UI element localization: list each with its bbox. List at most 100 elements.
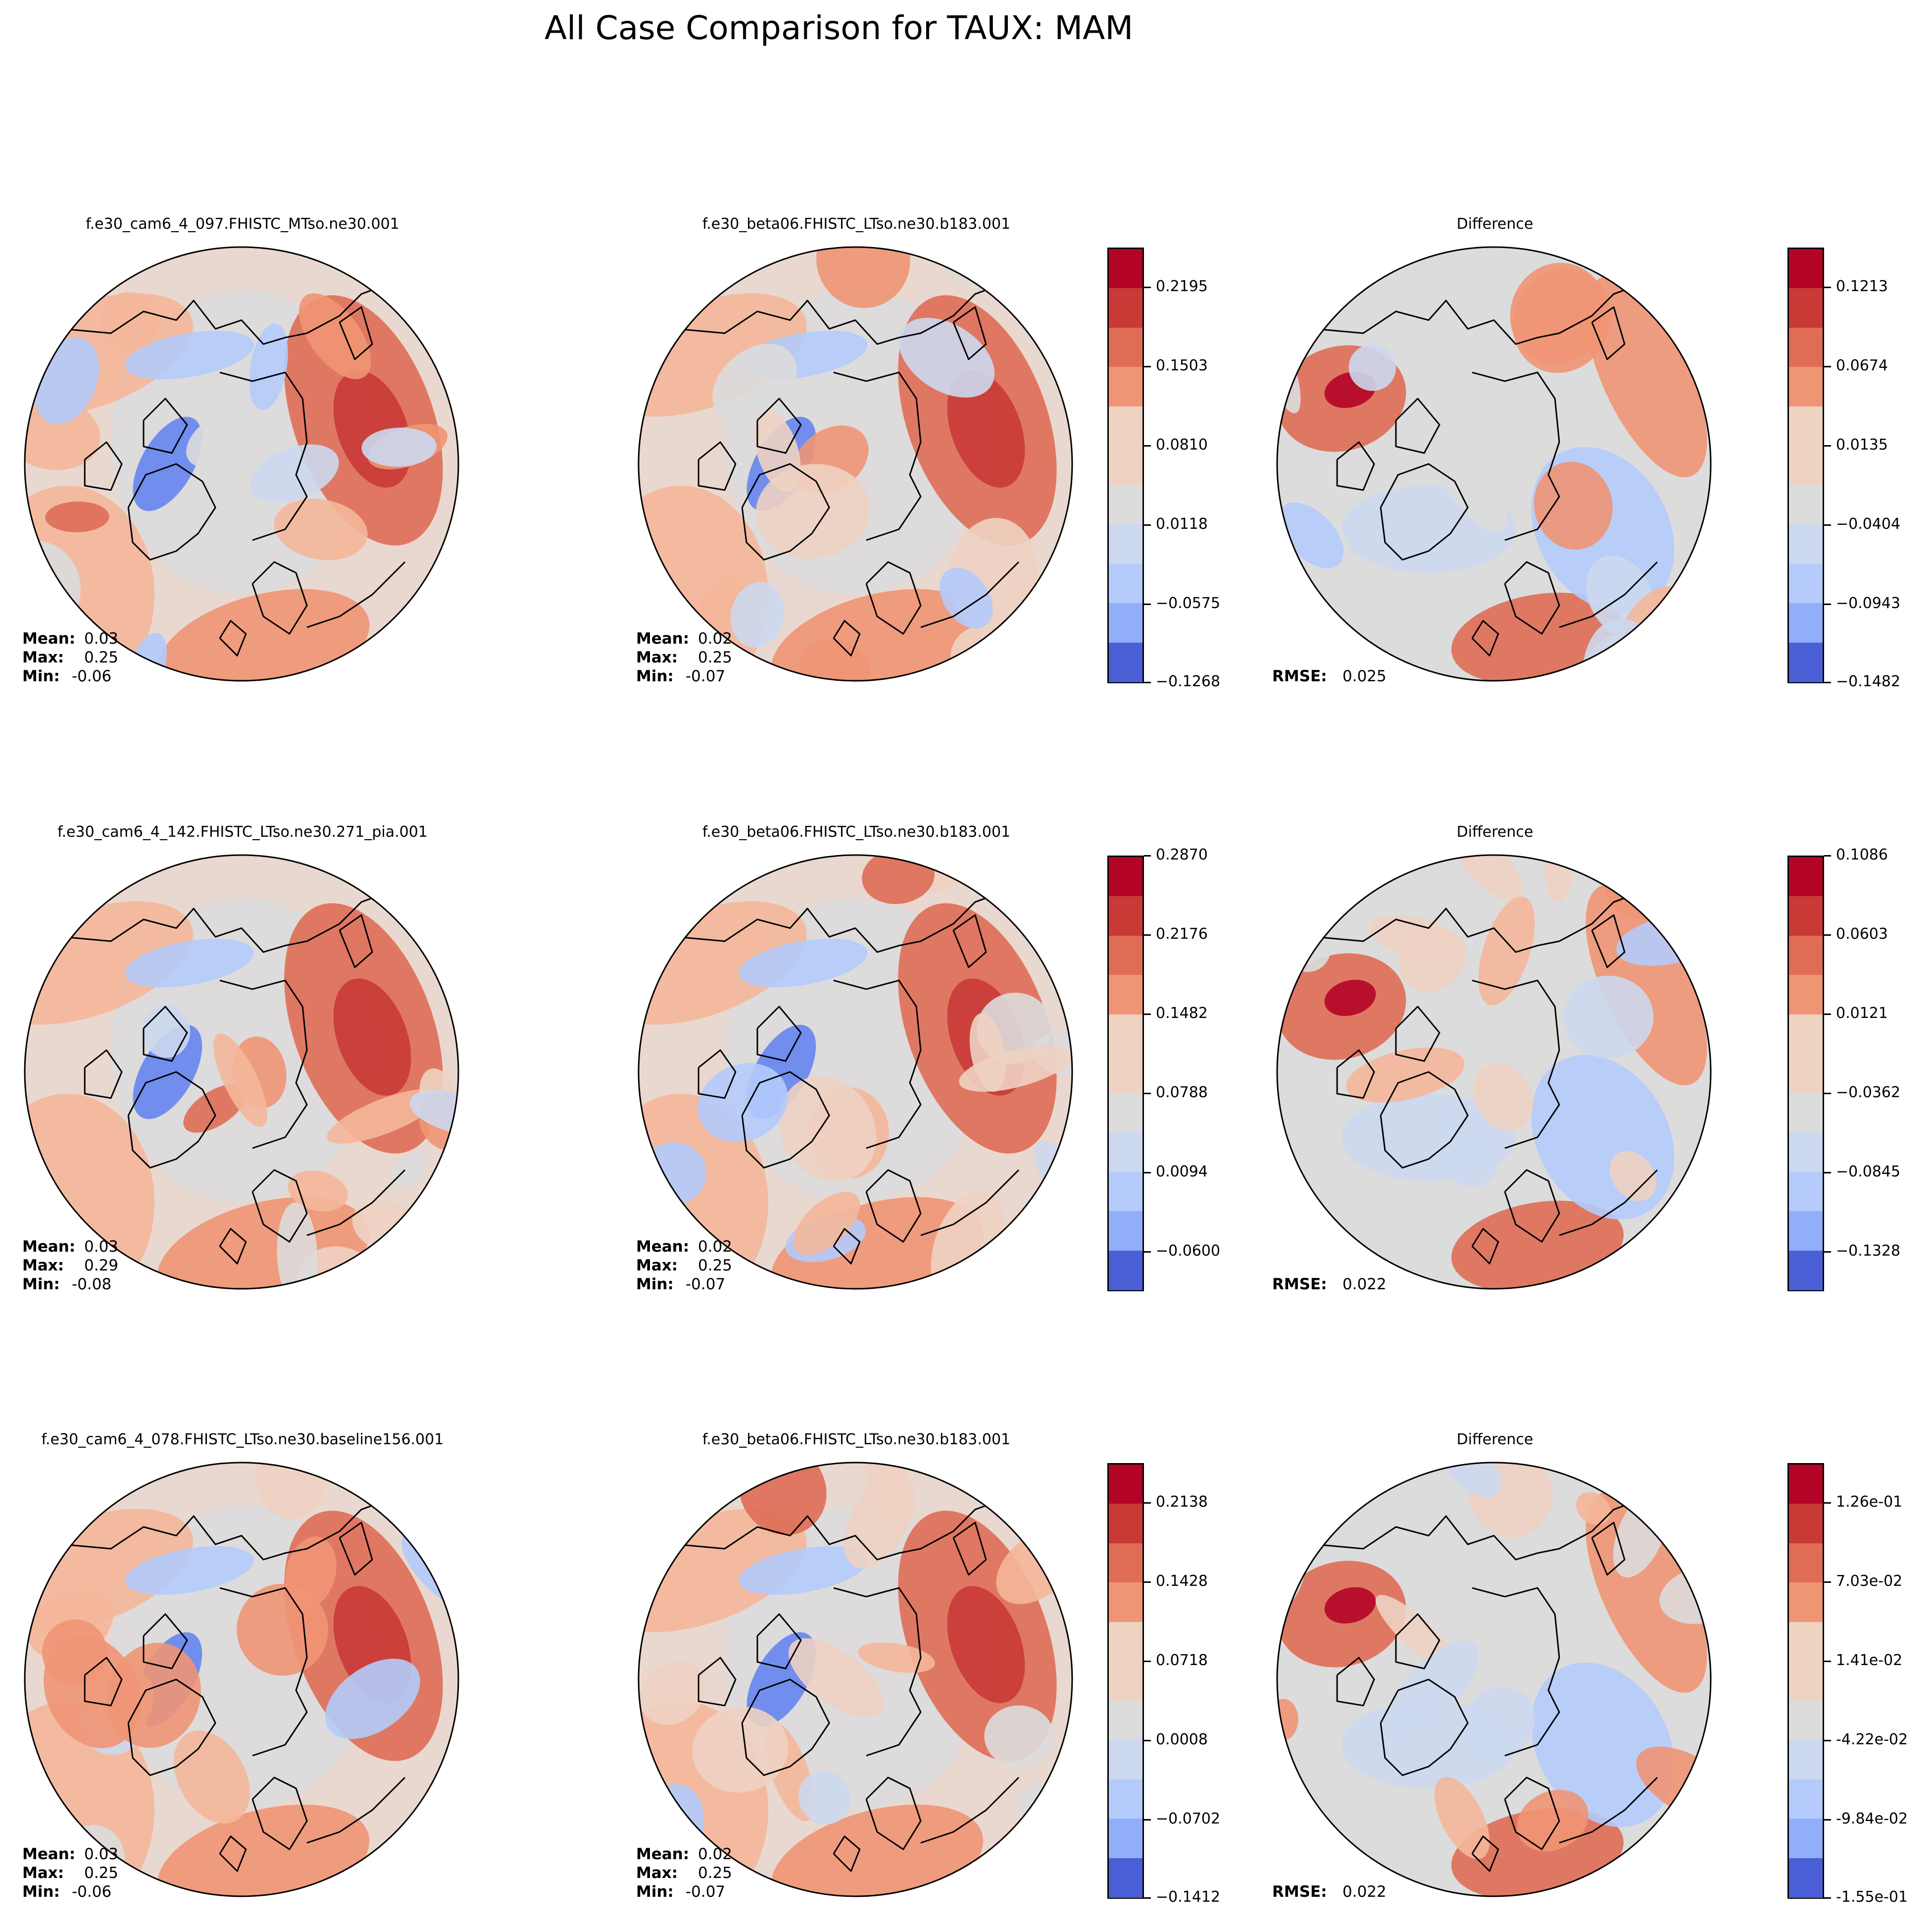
colorbar-segment: [1109, 1582, 1142, 1622]
map-panel: Difference RMSE: 0.022: [1267, 1431, 1713, 1926]
stat-label: Max:: [22, 649, 64, 666]
colorbar-segment: [1789, 524, 1823, 564]
colorbar-segment: [1109, 975, 1142, 1015]
tick-label: 0.0135: [1836, 436, 1888, 454]
stat-label: Max:: [636, 1257, 678, 1274]
colorbar-segment: [1789, 1661, 1823, 1701]
colorbar-segment: [1789, 603, 1823, 643]
colorbar-segment: [1109, 1171, 1142, 1212]
colorbar-segment: [1789, 1740, 1823, 1780]
colorbar-segment: [1109, 406, 1142, 447]
tick-mark: [1144, 445, 1151, 447]
stat-value: -0.07: [686, 667, 726, 685]
stat-value: 0.03: [84, 1238, 119, 1256]
panel-stats: RMSE: 0.022: [1272, 1275, 1387, 1294]
tick-mark: [1824, 1502, 1831, 1504]
stat-value: 0.25: [84, 649, 119, 666]
colorbar: [1107, 1463, 1144, 1899]
tick-label: 0.1428: [1156, 1572, 1208, 1590]
colorbar-segment: [1109, 1054, 1142, 1094]
colorbar-segment: [1109, 1014, 1142, 1055]
stat-row: Mean: 0.02: [636, 1237, 732, 1256]
tick-mark: [1144, 1819, 1151, 1821]
tick-mark: [1144, 682, 1151, 683]
stat-row: RMSE: 0.022: [1272, 1882, 1387, 1901]
tick-mark: [1144, 1897, 1151, 1899]
tick-mark: [1824, 934, 1831, 936]
tick-label: −0.0943: [1836, 595, 1901, 612]
stat-row: Min: -0.08: [22, 1275, 111, 1294]
colorbar-ticks: 0.2195 0.1503 0.0810 0.0118 −0.0575 −0.1268: [1144, 248, 1312, 690]
tick-label: −0.0702: [1156, 1810, 1221, 1827]
panel-title: f.e30_beta06.FHISTC_LTso.ne30.b183.001: [702, 1431, 1011, 1448]
colorbar-segment: [1789, 1543, 1823, 1583]
colorbar-segment: [1109, 935, 1142, 976]
colorbar-segment: [1789, 935, 1823, 976]
colorbar-ticks: 0.2870 0.2176 0.1482 0.0788 0.0094 −0.0600: [1144, 846, 1312, 1291]
map-boundary: [1276, 854, 1712, 1290]
colorbar-segment: [1109, 1211, 1142, 1251]
map-boundary: [24, 854, 459, 1290]
stat-row: Min: -0.07: [636, 1275, 725, 1294]
panel-stats: Mean: 0.02 Max: 0.25 Min: -0.07: [636, 1845, 732, 1901]
tick-label: 0.0121: [1836, 1005, 1888, 1022]
colorbar-segment: [1789, 857, 1823, 897]
stat-value: 0.25: [698, 1257, 733, 1274]
stat-label: Mean:: [22, 1845, 76, 1863]
figure-title: All Case Comparison for TAUX: MAM: [545, 9, 1134, 47]
coastlines: [1315, 284, 1658, 657]
stat-row: Mean: 0.02: [636, 629, 732, 648]
tick-mark: [1144, 604, 1151, 605]
polar-map: [638, 854, 1073, 1290]
stat-row: Mean: 0.02: [636, 1845, 732, 1864]
polar-map: [638, 1462, 1073, 1897]
colorbar-segment: [1109, 327, 1142, 368]
colorbar-segment: [1789, 1700, 1823, 1741]
colorbar-segment: [1789, 1779, 1823, 1820]
panel-stats: Mean: 0.03 Max: 0.25 Min: -0.06: [22, 629, 118, 686]
map-boundary: [638, 246, 1073, 682]
stat-value: -0.08: [72, 1275, 112, 1293]
tick-mark: [1144, 934, 1151, 936]
stat-label: Mean:: [22, 630, 76, 648]
map-panel: Difference RMSE: 0.025: [1267, 215, 1713, 710]
stat-value: -0.07: [686, 1275, 726, 1293]
panel-title: f.e30_cam6_4_097.FHISTC_MTso.ne30.001: [86, 215, 399, 233]
map-panel: f.e30_beta06.FHISTC_LTso.ne30.b183.001 Me…: [629, 215, 1074, 710]
tick-mark: [1824, 1172, 1831, 1173]
tick-label: 0.2176: [1156, 925, 1208, 943]
colorbar-segment: [1109, 1465, 1142, 1505]
stat-label: Min:: [636, 1883, 674, 1901]
colorbar-ticks: 1.26e-01 7.03e-02 1.41e-02 -4.22e-02 -9.84e-…: [1824, 1463, 1932, 1906]
tick-label: 0.1503: [1156, 357, 1208, 374]
tick-label: 1.41e-02: [1836, 1652, 1903, 1669]
stat-value: -0.06: [72, 667, 112, 685]
map-boundary: [1276, 1462, 1712, 1897]
stat-row: Max: 0.25: [636, 1256, 732, 1275]
stat-label: RMSE:: [1272, 1883, 1327, 1901]
stat-row: Min: -0.06: [22, 1882, 111, 1901]
tick-label: 0.1482: [1156, 1005, 1208, 1022]
colorbar-segment: [1789, 1250, 1823, 1290]
colorbar-segment: [1109, 1093, 1142, 1133]
tick-mark: [1144, 1502, 1151, 1504]
tick-mark: [1824, 366, 1831, 367]
polar-map: [24, 246, 459, 682]
tick-label: 1.26e-01: [1836, 1493, 1903, 1511]
panel-title: f.e30_cam6_4_142.FHISTC_LTso.ne30.271_pi…: [57, 823, 428, 841]
stat-label: Min:: [636, 667, 674, 685]
colorbar-segment: [1789, 1819, 1823, 1859]
colorbar-segment: [1789, 485, 1823, 525]
tick-label: 0.2138: [1156, 1493, 1208, 1511]
colorbar-segment: [1109, 446, 1142, 486]
colorbar-segment: [1789, 1858, 1823, 1898]
panel-stats: Mean: 0.03 Max: 0.29 Min: -0.08: [22, 1237, 118, 1294]
tick-label: −0.0404: [1836, 515, 1901, 533]
stat-row: RMSE: 0.022: [1272, 1275, 1387, 1294]
tick-label: 0.0118: [1156, 515, 1208, 533]
panel-title: f.e30_beta06.FHISTC_LTso.ne30.b183.001: [702, 215, 1011, 233]
stat-row: Max: 0.25: [22, 1864, 118, 1882]
colorbar: [1107, 248, 1144, 683]
tick-mark: [1144, 1661, 1151, 1662]
tick-label: 7.03e-02: [1836, 1572, 1903, 1590]
